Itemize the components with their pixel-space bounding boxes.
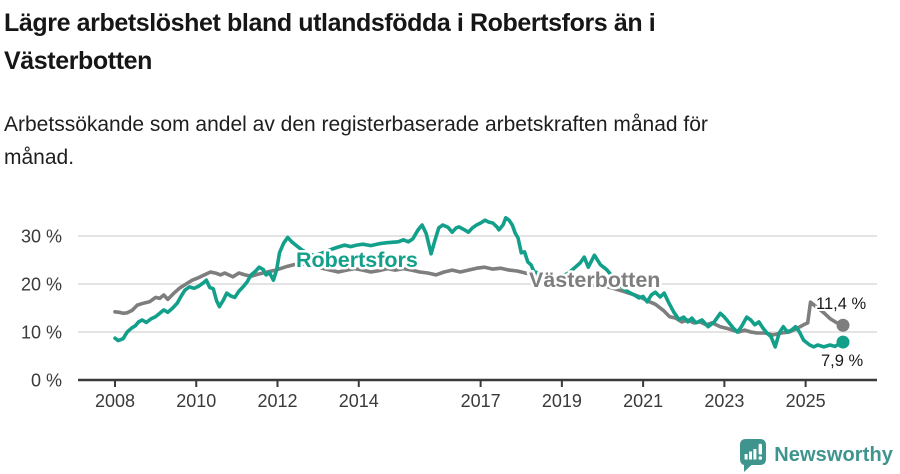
subtitle-line-2: månad.	[4, 146, 75, 169]
y-axis-label-20: 20 %	[21, 275, 62, 295]
x-axis-label-2023: 2023	[704, 391, 744, 411]
y-axis-label-30: 30 %	[21, 227, 62, 247]
newsworthy-bubble-icon	[740, 439, 767, 472]
y-axis-label-0: 0 %	[31, 371, 62, 391]
x-axis-label-2014: 2014	[339, 391, 379, 411]
robertsfors-line	[113, 215, 845, 349]
x-axis-label-2025: 2025	[786, 391, 826, 411]
robertsfors-end-value-label: 7,9 %	[821, 352, 864, 370]
title-line-1: Lägre arbetslöshet bland utlandsfödda i …	[4, 9, 656, 37]
page-title: Lägre arbetslöshet bland utlandsfödda i …	[4, 4, 864, 80]
x-axis-label-2017: 2017	[461, 391, 501, 411]
subtitle-line-1: Arbetssökande som andel av den registerb…	[4, 113, 708, 136]
robertsfors-series-label: Robertsfors	[296, 248, 418, 272]
x-axis-label-2010: 2010	[176, 391, 216, 411]
x-axis-label-2019: 2019	[542, 391, 582, 411]
title-line-2: Västerbotten	[4, 47, 153, 75]
x-axis-label-2008: 2008	[95, 391, 135, 411]
västerbotten-end-value-label: 11,4 %	[816, 295, 866, 313]
newsworthy-brand-text: Newsworthy	[774, 444, 893, 466]
x-axis-label-2012: 2012	[257, 391, 297, 411]
chart-subtitle: Arbetssökande som andel av den registerb…	[4, 108, 864, 174]
newsworthy-logo: Newsworthy	[740, 439, 893, 472]
västerbotten-series-label: Västerbotten	[529, 268, 660, 292]
x-axis-label-2021: 2021	[623, 391, 663, 411]
västerbotten-line	[113, 261, 845, 337]
line-chart-plot: 0 % 10 % 20 % 30 % 2008 2010 2012 2014 2017 2019 2…	[21, 215, 877, 411]
västerbotten-end-dot	[836, 318, 850, 332]
y-axis-label-10: 10 %	[21, 323, 62, 343]
robertsfors-end-dot	[836, 335, 850, 349]
